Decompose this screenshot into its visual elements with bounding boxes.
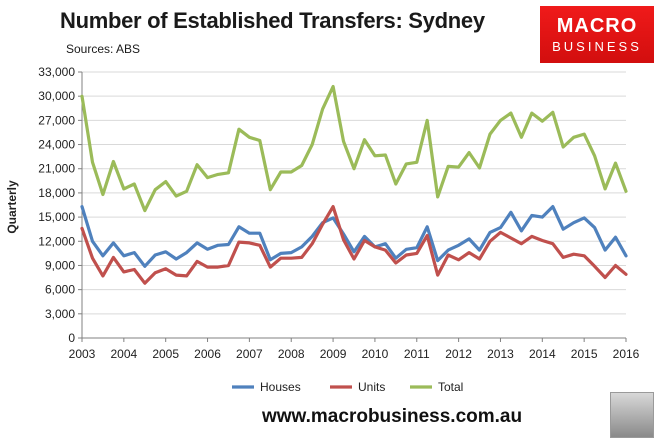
legend-label-units: Units bbox=[358, 380, 385, 394]
y-tick-label: 3,000 bbox=[45, 307, 75, 321]
series-lines bbox=[80, 84, 628, 285]
y-tick-label: 15,000 bbox=[38, 210, 75, 224]
axes bbox=[78, 71, 627, 342]
y-tick-label: 33,000 bbox=[38, 65, 75, 79]
x-tick-label: 2006 bbox=[194, 347, 221, 361]
line-chart: 0 3,000 6,000 9,000 12,000 15,000 18,000 21,000… bbox=[5, 65, 640, 394]
y-tick-label: 6,000 bbox=[45, 283, 75, 297]
x-tick-label: 2009 bbox=[320, 347, 347, 361]
logo-line-1: MACRO bbox=[556, 15, 638, 37]
logo-line-2: BUSINESS bbox=[552, 39, 642, 54]
legend-label-houses: Houses bbox=[260, 380, 301, 394]
chart-source: Sources: ABS bbox=[66, 42, 141, 56]
x-tick-label: 2015 bbox=[571, 347, 598, 361]
series-line-total bbox=[80, 84, 628, 213]
series-line-houses bbox=[80, 205, 628, 268]
y-tick-label: 27,000 bbox=[38, 113, 75, 127]
y-axis-label: Quarterly bbox=[5, 180, 19, 234]
x-tick-labels: 2003 2004 2005 2006 2007 2008 2009 2010 2011 2012… bbox=[69, 347, 640, 361]
x-tick-label: 2010 bbox=[362, 347, 389, 361]
x-tick-label: 2013 bbox=[487, 347, 514, 361]
legend: Houses Units Total bbox=[232, 380, 463, 394]
y-tick-labels: 0 3,000 6,000 9,000 12,000 15,000 18,000 21,000… bbox=[38, 65, 75, 345]
y-tick-label: 21,000 bbox=[38, 162, 75, 176]
x-tick-label: 2003 bbox=[69, 347, 96, 361]
x-tick-label: 2011 bbox=[404, 347, 430, 361]
wolf-logo-icon bbox=[610, 392, 654, 438]
x-tick-label: 2014 bbox=[529, 347, 556, 361]
y-tick-label: 24,000 bbox=[38, 138, 75, 152]
y-tick-label: 30,000 bbox=[38, 89, 75, 103]
x-tick-label: 2008 bbox=[278, 347, 305, 361]
legend-label-total: Total bbox=[438, 380, 463, 394]
macrobusiness-logo: MACRO BUSINESS bbox=[540, 6, 654, 63]
y-tick-label: 18,000 bbox=[38, 186, 75, 200]
y-tick-label: 0 bbox=[68, 331, 75, 345]
footer-url: www.macrobusiness.com.au bbox=[262, 406, 523, 427]
x-tick-label: 2005 bbox=[152, 347, 179, 361]
y-tick-label: 9,000 bbox=[45, 258, 75, 272]
y-tick-label: 12,000 bbox=[38, 234, 75, 248]
x-tick-label: 2016 bbox=[613, 347, 640, 361]
series-line-units bbox=[80, 205, 628, 285]
gridlines bbox=[82, 71, 626, 315]
x-tick-label: 2007 bbox=[236, 347, 263, 361]
x-tick-label: 2004 bbox=[110, 347, 137, 361]
x-tick-label: 2012 bbox=[445, 347, 472, 361]
chart-title: Number of Established Transfers: Sydney bbox=[60, 8, 485, 33]
